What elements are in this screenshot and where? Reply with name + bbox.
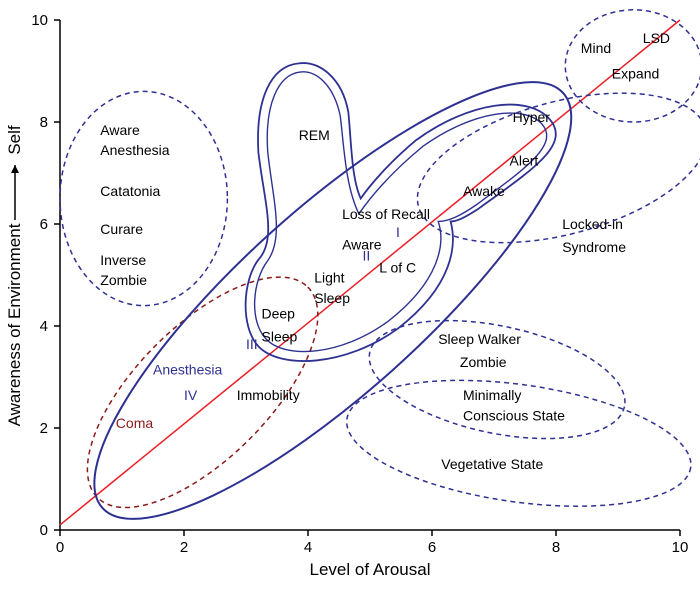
x-tick-label: 2 — [180, 539, 188, 556]
hyper-label: Hyper — [513, 109, 551, 125]
y-tick-label: 2 — [40, 420, 48, 437]
coma-label: Coma — [116, 415, 154, 431]
lofc-label: L of C — [379, 259, 416, 275]
inverse-a: Inverse — [100, 252, 146, 268]
y-tick-label: 10 — [31, 12, 48, 29]
x-tick-label: 8 — [552, 539, 560, 556]
x-tick-label: 0 — [56, 539, 64, 556]
awake-label: Awake — [463, 183, 505, 199]
mincon-b: Conscious State — [463, 407, 565, 423]
roman-i: I — [396, 224, 400, 240]
sleep2-label: Sleep — [262, 328, 298, 344]
y-axis-arrow-head — [11, 165, 19, 173]
rem-label: REM — [299, 127, 330, 143]
mind-label: Mind — [581, 40, 611, 56]
lockedin-a-label: Locked-in — [562, 216, 623, 232]
y-axis-title-group: Awareness of Environment Self — [5, 125, 24, 426]
y-tick-label: 4 — [40, 318, 48, 335]
mincon-a: Minimally — [463, 387, 521, 403]
catatonia-label: Catatonia — [100, 183, 160, 199]
x-tick-label: 4 — [304, 539, 312, 556]
x-axis-title: Level of Arousal — [310, 560, 431, 579]
curare-label: Curare — [100, 221, 143, 237]
vegetative-ellipse — [339, 361, 699, 525]
zombie-label: Zombie — [460, 354, 507, 370]
y-tick-label: 0 — [40, 522, 48, 539]
vegetative-label: Vegetative State — [441, 456, 543, 472]
consciousness-chart: 0 2 4 6 8 10 0 2 4 6 8 10 Level of Arousal Awareness … — [0, 0, 700, 595]
y-axis-title-b: Self — [5, 125, 24, 155]
lockedin-b-label: Syndrome — [562, 239, 626, 255]
roman-iv: IV — [184, 387, 198, 403]
lsd-label: LSD — [643, 30, 670, 46]
lossrecall-label: Loss of Recall — [342, 206, 430, 222]
locked-in-ellipse — [401, 65, 700, 270]
sleepwalker-label: Sleep Walker — [438, 331, 521, 347]
x-tick-label: 10 — [672, 539, 689, 556]
anesthesia-label: Anesthesia — [153, 361, 222, 377]
immobility-label: Immobility — [237, 387, 300, 403]
sleep1-label: Sleep — [314, 290, 350, 306]
x-tick-label: 6 — [428, 539, 436, 556]
y-axis-title-a: Awareness of Environment — [5, 223, 24, 426]
minimally-ellipse — [359, 300, 636, 459]
alert-label: Alert — [510, 152, 539, 168]
aware-anes-b: Anesthesia — [100, 142, 169, 158]
aware-anes-a: Aware — [100, 122, 140, 138]
y-tick-label: 6 — [40, 216, 48, 233]
y-tick-label: 8 — [40, 114, 48, 131]
inverse-b: Zombie — [100, 272, 147, 288]
deep-label: Deep — [262, 305, 296, 321]
expand-label: Expand — [612, 66, 659, 82]
roman-ii: II — [363, 248, 371, 264]
roman-iii: III — [246, 336, 258, 352]
light-label: Light — [314, 270, 344, 286]
